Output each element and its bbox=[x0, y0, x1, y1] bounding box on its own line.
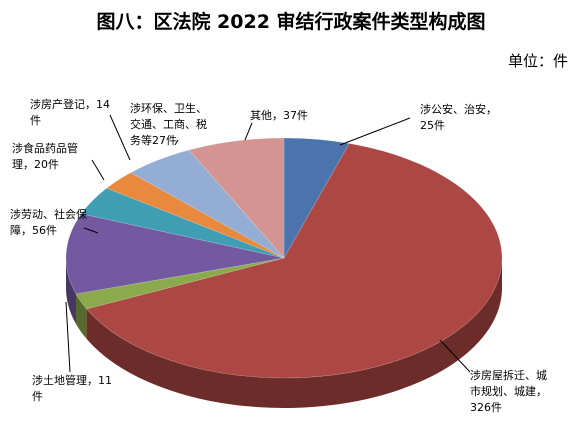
slice-- bbox=[188, 137, 285, 259]
slice---label: 涉环保、卫生、交通、工商、税务等27件 bbox=[130, 101, 207, 147]
slice-- bbox=[65, 213, 285, 295]
slice---label: 涉公安、治安， 25件 bbox=[420, 102, 497, 132]
slice---leader bbox=[174, 139, 179, 146]
slice---label: 涉土地管理，11 件 bbox=[32, 373, 112, 403]
slice-- bbox=[283, 137, 350, 260]
slice---label: 涉食品药品管理，20件 bbox=[12, 141, 78, 171]
slice-- bbox=[130, 149, 285, 259]
slice-- bbox=[80, 187, 285, 259]
slice---leader bbox=[109, 114, 131, 161]
slice-- bbox=[86, 143, 503, 379]
slice---leader bbox=[244, 122, 253, 141]
slice---label: 其他，37件 bbox=[250, 109, 308, 122]
slice---side-0 bbox=[86, 258, 503, 408]
slice---label: 涉房屋拆迁、城市规划、城建， 326件 bbox=[470, 368, 547, 414]
pie-sides bbox=[66, 258, 503, 408]
slice---leader bbox=[83, 227, 99, 234]
unit-label: 单位：件 bbox=[508, 52, 568, 70]
slice---label: 涉房产登记，14 件 bbox=[30, 97, 110, 127]
slice-- bbox=[75, 257, 285, 310]
slice---side-0 bbox=[66, 258, 77, 324]
slice---label: 涉劳动、社会保障，56件 bbox=[10, 207, 87, 237]
slice---leader bbox=[439, 339, 471, 373]
slice---leader bbox=[91, 159, 105, 181]
label-leaders bbox=[65, 114, 471, 373]
pie-slices bbox=[65, 137, 503, 379]
chart-title: 图八：区法院 2022 审结行政案件类型构成图 bbox=[96, 10, 485, 33]
slice---leader bbox=[339, 117, 411, 146]
slice---leader bbox=[65, 301, 71, 373]
slice-- bbox=[106, 172, 285, 259]
slice---side-0 bbox=[76, 293, 87, 339]
